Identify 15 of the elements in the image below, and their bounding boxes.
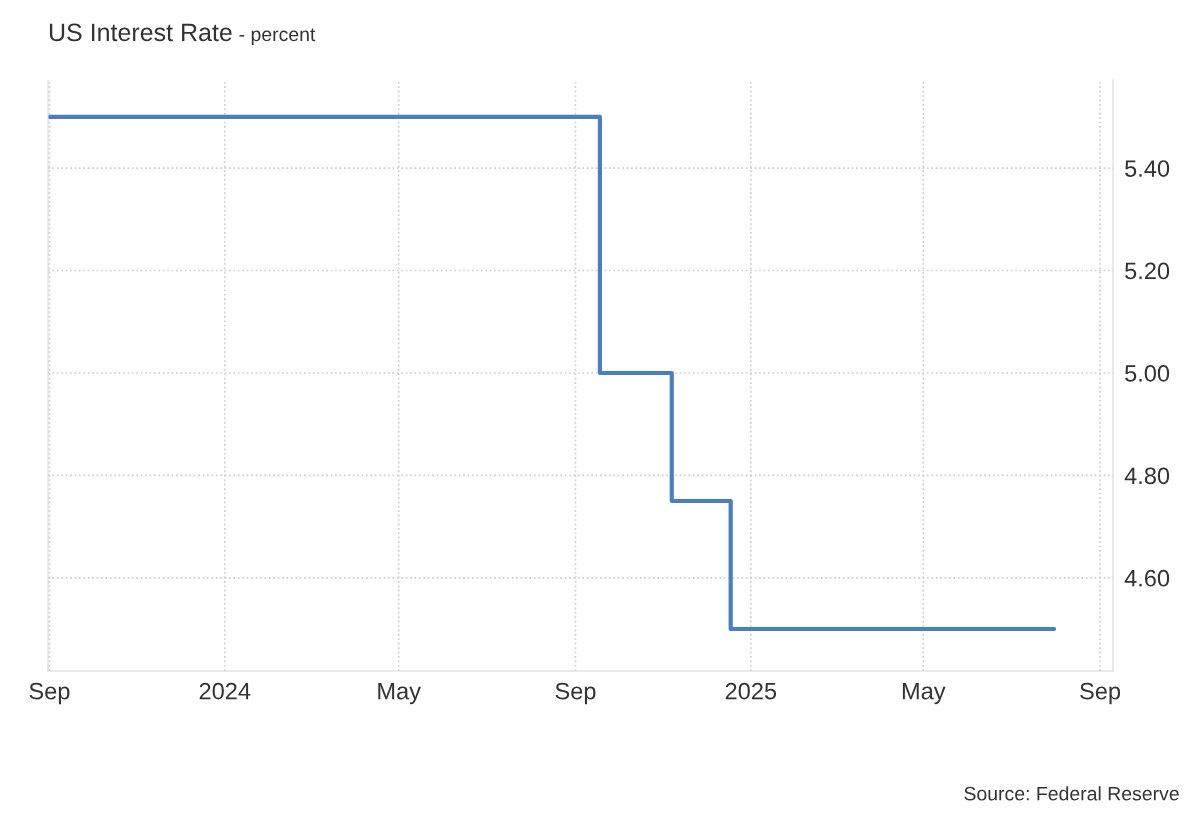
source-note: Source: Federal Reserve	[964, 786, 1179, 801]
y-tick-label: 5.40	[1125, 160, 1170, 177]
y-tick-label: 5.00	[1125, 365, 1170, 382]
x-tick-label: May	[378, 682, 421, 705]
x-tick-label: 2025	[725, 682, 777, 700]
y-tick-label: 4.60	[1124, 569, 1170, 587]
x-tick-label: Sep	[29, 682, 70, 705]
x-tick-label: Sep	[555, 682, 596, 705]
chart-subtitle: - percent	[239, 28, 316, 46]
x-tick-label: 2024	[199, 682, 251, 700]
x-tick-label: Sep	[1080, 682, 1121, 705]
chart-title: US Interest Rate	[49, 23, 232, 42]
y-tick-label: 5.20	[1125, 262, 1170, 280]
x-tick-label: May	[902, 682, 946, 705]
y-tick-label: 4.80	[1124, 467, 1170, 485]
